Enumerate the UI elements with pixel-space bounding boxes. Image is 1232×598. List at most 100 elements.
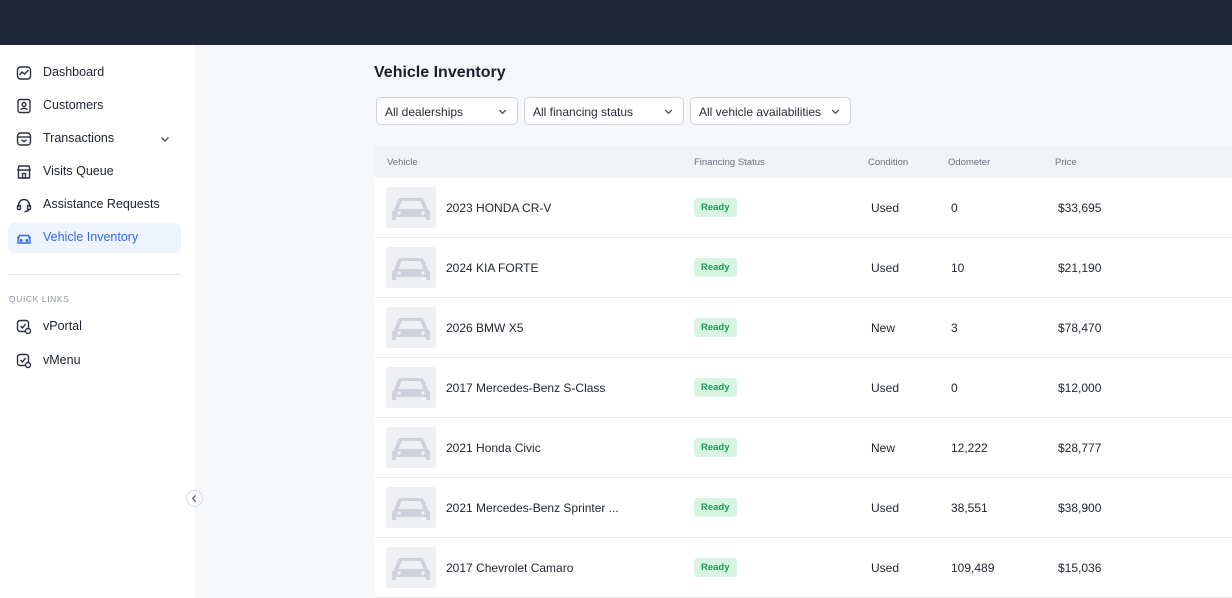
quick-links-title: QUICK LINKS [9, 294, 70, 304]
table-row[interactable]: 2021 Mercedes-Benz Sprinter ... Ready Us… [375, 478, 1232, 538]
chevron-down-icon[interactable] [159, 133, 171, 145]
sidebar: Dashboard Customers Transactions Visits … [0, 45, 194, 598]
headset-icon [16, 197, 32, 213]
chevron-left-icon [190, 494, 199, 503]
table-row[interactable]: 2024 KIA FORTE Ready Used 10 $21,190 [375, 238, 1232, 298]
status-badge: Ready [694, 318, 737, 337]
vehicle-thumbnail [386, 187, 436, 228]
storefront-icon [16, 164, 32, 180]
vehicle-price: $78,470 [1058, 321, 1102, 335]
financing-filter[interactable]: All financing status [524, 97, 684, 125]
car-placeholder-icon [392, 438, 430, 460]
vehicle-condition: New [871, 321, 896, 335]
sidebar-item-label: vPortal [43, 319, 82, 333]
dealership-filter-value: All dealerships [385, 105, 464, 119]
chevron-down-icon [497, 106, 508, 117]
vehicle-table: Vehicle Financing Status Condition Odome… [375, 145, 1232, 598]
sidebar-item-label: Customers [43, 98, 104, 112]
car-placeholder-icon [392, 498, 430, 520]
vehicle-price: $33,695 [1058, 201, 1102, 215]
status-badge: Ready [694, 378, 737, 397]
vehicle-thumbnail [386, 247, 436, 288]
financing-filter-value: All financing status [533, 105, 634, 119]
sidebar-item-label: Dashboard [43, 65, 105, 79]
car-icon [16, 230, 32, 246]
vehicle-price: $28,777 [1058, 441, 1102, 455]
sidebar-item-transactions[interactable]: Transactions [8, 124, 181, 154]
vehicle-odometer: 0 [951, 381, 958, 395]
sidebar-item-label: Transactions [43, 131, 115, 145]
sidebar-item-dashboard[interactable]: Dashboard [8, 58, 181, 88]
vehicle-thumbnail [386, 427, 436, 468]
vehicle-thumbnail [386, 307, 436, 348]
vehicle-thumbnail [386, 487, 436, 528]
sidebar-collapse-button[interactable] [186, 490, 203, 507]
page-title: Vehicle Inventory [374, 64, 506, 81]
vehicle-condition: Used [871, 261, 900, 275]
vehicle-odometer: 10 [951, 261, 965, 275]
chevron-down-icon [663, 106, 674, 117]
car-placeholder-icon [392, 198, 430, 220]
vehicle-condition: Used [871, 561, 900, 575]
vehicle-odometer: 109,489 [951, 561, 995, 575]
menu-icon [16, 353, 32, 369]
table-row[interactable]: 2017 Chevrolet Camaro Ready Used 109,489… [375, 538, 1232, 598]
table-row[interactable]: 2017 Mercedes-Benz S-Class Ready Used 0 … [375, 358, 1232, 418]
vehicle-condition: Used [871, 501, 900, 515]
inbox-icon [16, 131, 32, 147]
column-header-vehicle[interactable]: Vehicle [387, 157, 418, 168]
table-row[interactable]: 2021 Honda Civic Ready New 12,222 $28,77… [375, 418, 1232, 478]
sidebar-item-label: Vehicle Inventory [43, 230, 139, 244]
dealership-filter[interactable]: All dealerships [376, 97, 518, 125]
sidebar-item-assistance-requests[interactable]: Assistance Requests [8, 190, 181, 220]
vehicle-condition: New [871, 441, 896, 455]
status-badge: Ready [694, 198, 737, 217]
table-row[interactable]: 2023 HONDA CR-V Ready Used 0 $33,695 [375, 178, 1232, 238]
availability-filter-value: All vehicle availabilities [699, 105, 822, 119]
chevron-down-icon [830, 106, 841, 117]
vehicle-name: 2017 Chevrolet Camaro [446, 561, 574, 575]
vehicle-name: 2024 KIA FORTE [446, 261, 539, 275]
vehicle-condition: Used [871, 381, 900, 395]
sidebar-divider [8, 274, 181, 275]
vehicle-condition: Used [871, 201, 900, 215]
top-bar [0, 0, 1232, 45]
vehicle-thumbnail [386, 367, 436, 408]
status-badge: Ready [694, 438, 737, 457]
status-badge: Ready [694, 558, 737, 577]
sidebar-item-customers[interactable]: Customers [8, 91, 181, 121]
sidebar-item-visits-queue[interactable]: Visits Queue [8, 157, 181, 187]
vehicle-name: 2023 HONDA CR-V [446, 201, 552, 215]
car-placeholder-icon [392, 318, 430, 340]
table-row[interactable]: 2026 BMW X5 Ready New 3 $78,470 [375, 298, 1232, 358]
car-placeholder-icon [392, 378, 430, 400]
car-placeholder-icon [392, 258, 430, 280]
chart-line-icon [16, 65, 32, 81]
vehicle-price: $15,036 [1058, 561, 1102, 575]
quick-link-vportal[interactable]: vPortal [8, 312, 181, 342]
vehicle-odometer: 0 [951, 201, 958, 215]
availability-filter[interactable]: All vehicle availabilities [690, 97, 851, 125]
vehicle-name: 2021 Mercedes-Benz Sprinter ... [446, 501, 619, 515]
column-header-odometer[interactable]: Odometer [948, 157, 991, 168]
vehicle-odometer: 3 [951, 321, 958, 335]
status-badge: Ready [694, 498, 737, 517]
vehicle-name: 2026 BMW X5 [446, 321, 524, 335]
vehicle-odometer: 12,222 [951, 441, 988, 455]
vehicle-name: 2017 Mercedes-Benz S-Class [446, 381, 606, 395]
column-header-financing-status[interactable]: Financing Status [694, 157, 765, 168]
sidebar-item-label: vMenu [43, 353, 81, 367]
column-header-price[interactable]: Price [1055, 157, 1077, 168]
car-placeholder-icon [392, 558, 430, 580]
vehicle-price: $38,900 [1058, 501, 1102, 515]
table-header: Vehicle Financing Status Condition Odome… [375, 145, 1232, 178]
column-header-condition[interactable]: Condition [868, 157, 909, 168]
sidebar-item-label: Assistance Requests [43, 197, 160, 211]
sidebar-item-vehicle-inventory[interactable]: Vehicle Inventory [8, 223, 181, 253]
contact-card-icon [16, 98, 32, 114]
quick-link-vmenu[interactable]: vMenu [8, 346, 181, 376]
vehicle-thumbnail [386, 547, 436, 588]
vehicle-price: $12,000 [1058, 381, 1102, 395]
vehicle-odometer: 38,551 [951, 501, 988, 515]
sidebar-item-label: Visits Queue [43, 164, 114, 178]
